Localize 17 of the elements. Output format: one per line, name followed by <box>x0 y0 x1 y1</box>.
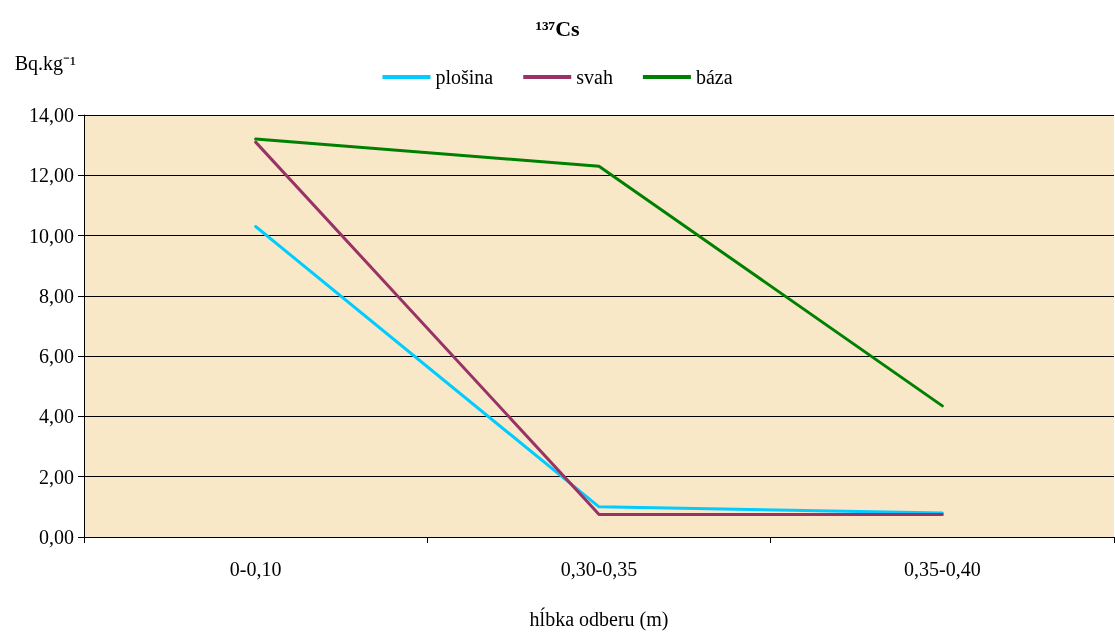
chart-title: ¹³⁷Cs <box>535 15 581 41</box>
legend-label: svah <box>576 66 613 88</box>
y-tick-label: 8,00 <box>39 284 74 307</box>
y-tick-label: 12,00 <box>29 164 74 187</box>
y-tick-label: 14,00 <box>29 104 74 126</box>
y-tick-label: 0,00 <box>39 526 74 548</box>
legend-label: plošina <box>435 66 494 89</box>
legend-label: báza <box>695 66 733 88</box>
y-tick-label: 10,00 <box>29 224 74 247</box>
x-axis-title: hĺbka odberu (m) <box>529 607 669 631</box>
y-tick-label: 6,00 <box>39 345 74 368</box>
y-tick-label: 2,00 <box>39 465 74 488</box>
x-tick-label: 0,30-0,35 <box>560 558 638 580</box>
x-tick-label: 0,35-0,40 <box>904 558 981 580</box>
x-tick-label: 0-0,10 <box>229 558 282 580</box>
y-tick-label: 4,00 <box>39 405 74 428</box>
y-axis-title: Bq.kg⁻¹ <box>14 52 76 75</box>
